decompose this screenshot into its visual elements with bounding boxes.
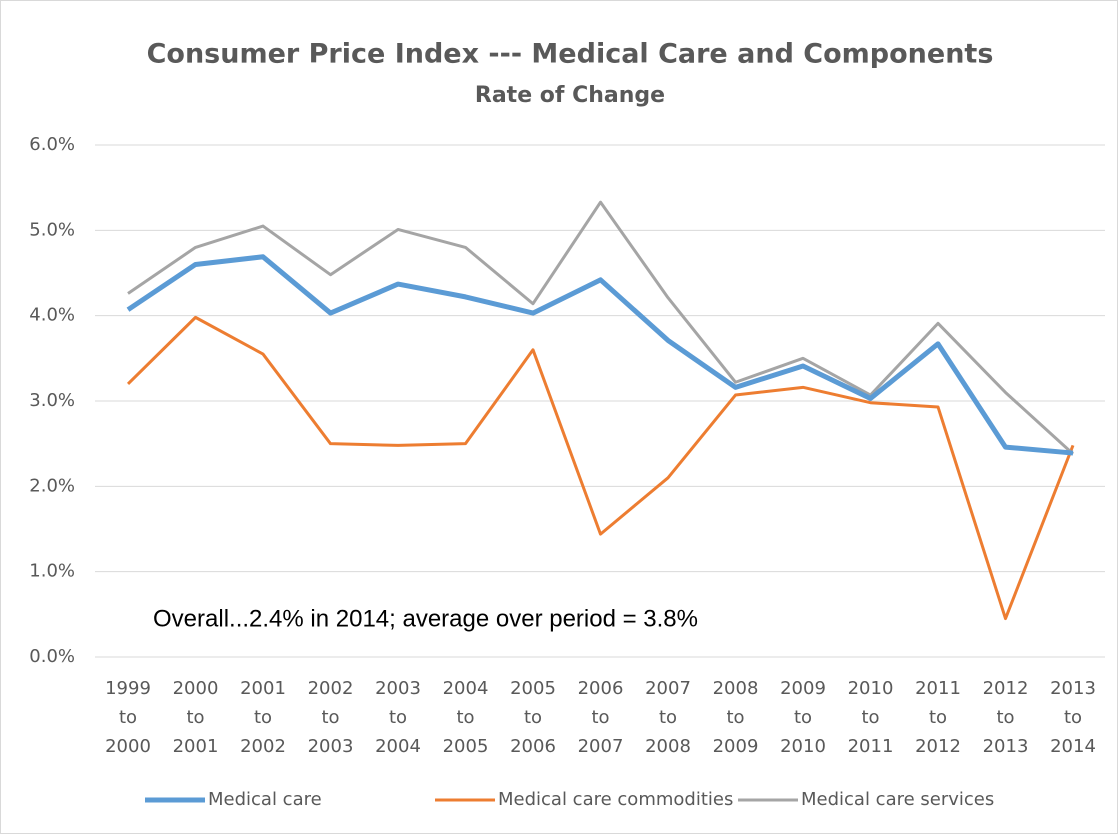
legend-label: Medical care	[208, 789, 322, 810]
x-tick-label: 2011 to 2012	[915, 678, 961, 757]
x-tick-label: 2008 to 2009	[712, 678, 759, 757]
x-tick-label: 2005 to 2006	[510, 678, 556, 757]
y-tick-label: 5.0%	[29, 219, 75, 240]
x-tick-label: 2001 to 2002	[240, 678, 286, 757]
y-tick-label: 6.0%	[29, 134, 75, 155]
x-tick-label: 1999 to 2000	[105, 678, 151, 757]
legend-label: Medical care services	[801, 789, 994, 810]
y-tick-label: 4.0%	[29, 305, 75, 326]
x-tick-label: 2010 to 2011	[847, 678, 894, 757]
x-tick-label: 2000 to 2001	[172, 678, 219, 757]
series-line	[127, 200, 1075, 456]
series-line	[126, 315, 1075, 621]
x-tick-label: 2002 to 2003	[307, 678, 354, 757]
x-tick-label: 2009 to 2010	[780, 678, 826, 757]
y-tick-label: 2.0%	[29, 475, 75, 496]
x-tick-label: 2006 to 2007	[577, 678, 624, 757]
annotation: Overall...2.4% in 2014; average over per…	[153, 605, 698, 632]
x-tick-label: 2003 to 2004	[375, 678, 421, 757]
series-line	[126, 254, 1074, 456]
x-tick-label: 2012 to 2013	[982, 678, 1029, 757]
x-tick-label: 2004 to 2005	[442, 678, 489, 757]
y-tick-label: 3.0%	[29, 390, 75, 411]
x-tick-label: 2007 to 2008	[645, 678, 691, 757]
x-tick-label: 2013 to 2014	[1050, 678, 1096, 757]
y-tick-label: 0.0%	[29, 646, 75, 667]
chart-subtitle: Rate of Change	[475, 83, 665, 108]
y-tick-label: 1.0%	[29, 561, 75, 582]
legend-label: Medical care commodities	[498, 789, 733, 810]
chart-title: Consumer Price Index --- Medical Care an…	[147, 39, 994, 70]
